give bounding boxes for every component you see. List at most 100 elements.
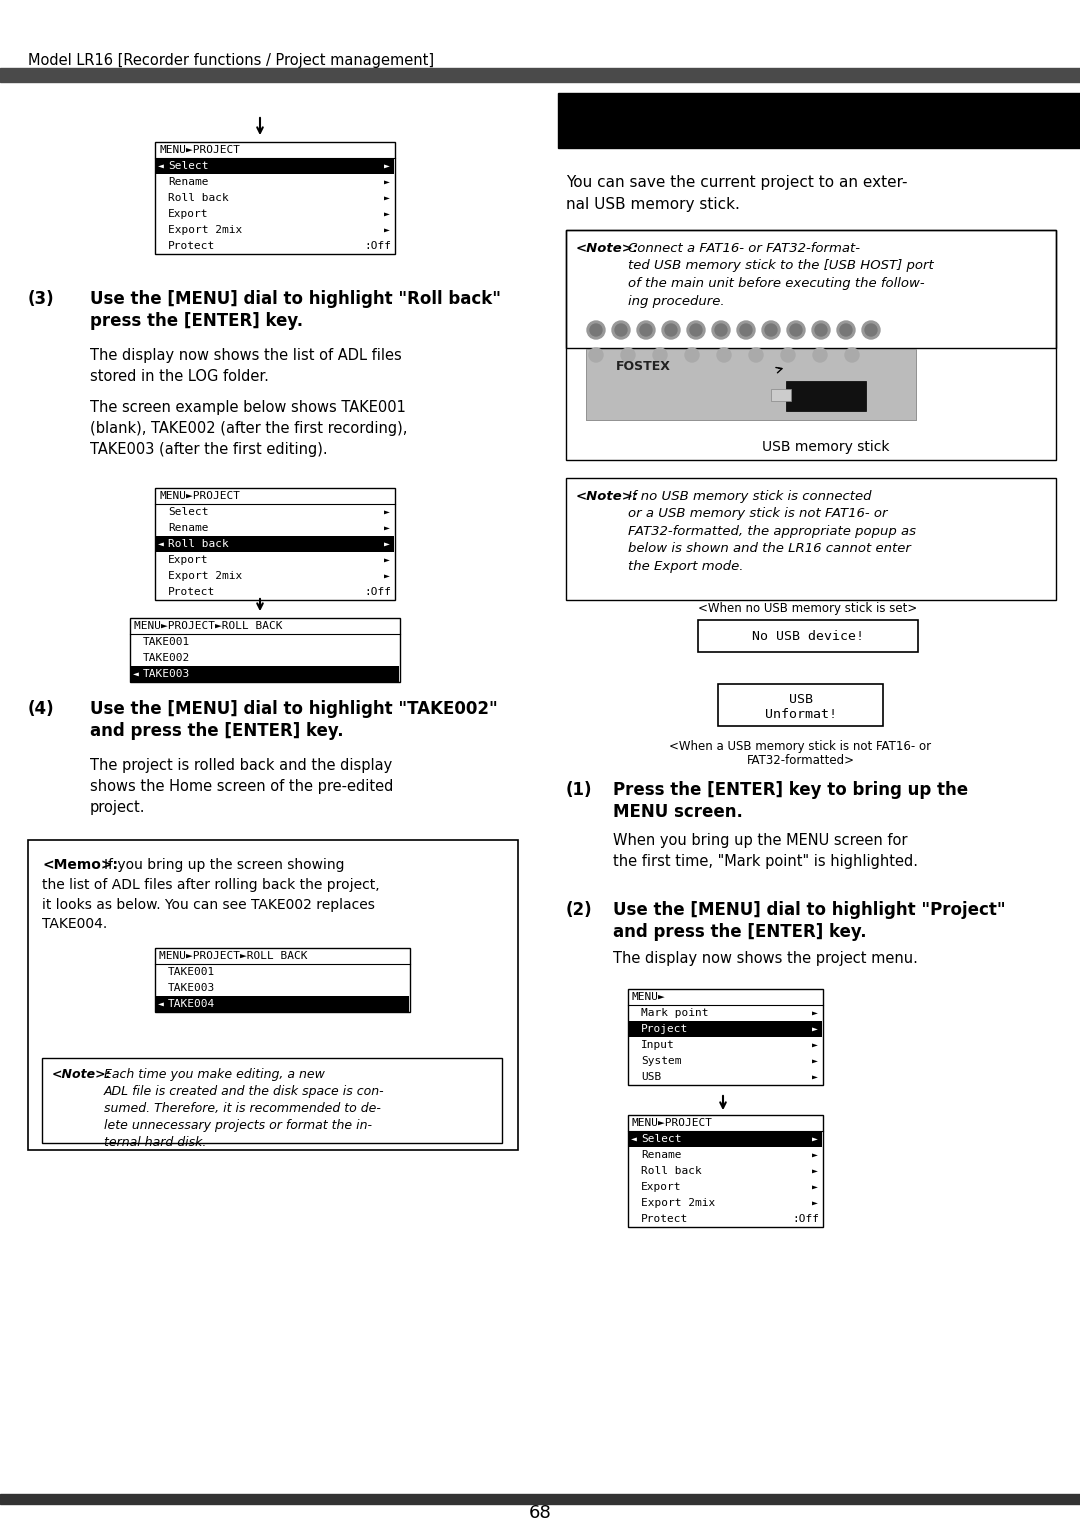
Text: FOSTEX: FOSTEX (616, 360, 671, 374)
Text: If no USB memory stick is connected
or a USB memory stick is not FAT16- or
FAT32: If no USB memory stick is connected or a… (627, 490, 916, 572)
Circle shape (662, 320, 680, 339)
Text: ►: ► (384, 555, 390, 565)
Bar (0, 69, 1080, 82)
Text: The project is rolled back and the display
shows the Home screen of the pre-edit: The project is rolled back and the displ… (90, 758, 393, 815)
Text: When you bring up the MENU screen for
the first time, "Mark point" is highlighte: When you bring up the MENU screen for th… (613, 833, 918, 868)
Text: TAKE003: TAKE003 (143, 668, 190, 679)
Circle shape (637, 320, 654, 339)
Text: ►: ► (812, 1024, 818, 1035)
Bar (586, 348, 916, 420)
Text: Export: Export (168, 555, 208, 565)
Text: Project: Project (642, 1024, 688, 1035)
Text: Protect: Protect (168, 241, 215, 250)
Text: ◄: ◄ (158, 539, 164, 549)
Text: ►: ► (384, 224, 390, 235)
Circle shape (737, 320, 755, 339)
Text: System: System (642, 1056, 681, 1067)
Text: MENU►PROJECT: MENU►PROJECT (159, 491, 240, 501)
Bar (698, 620, 918, 652)
Text: Use the [MENU] dial to highlight "TAKE002": Use the [MENU] dial to highlight "TAKE00… (90, 700, 498, 719)
Text: <Note>:: <Note>: (52, 1068, 111, 1080)
Bar (629, 1131, 822, 1148)
Text: ►: ► (384, 162, 390, 171)
Circle shape (653, 348, 667, 362)
Circle shape (865, 324, 877, 336)
Text: Rename: Rename (168, 177, 208, 188)
Circle shape (837, 320, 855, 339)
Text: If you bring up the screen showing: If you bring up the screen showing (104, 858, 345, 871)
Text: Unformat!: Unformat! (765, 708, 837, 720)
Text: USB memory stick: USB memory stick (762, 439, 890, 455)
Text: ►: ► (384, 177, 390, 188)
Text: Select: Select (168, 507, 208, 517)
Bar (786, 382, 866, 410)
Bar (156, 948, 410, 1012)
Text: Export: Export (168, 209, 208, 220)
Text: and press the [ENTER] key.: and press the [ENTER] key. (90, 722, 343, 740)
Bar (566, 230, 1056, 348)
Bar (156, 142, 395, 253)
Text: (3): (3) (28, 290, 55, 308)
Text: Input: Input (642, 1041, 675, 1050)
Text: Connect a FAT16- or FAT32-format-
ted USB memory stick to the [USB HOST] port
of: Connect a FAT16- or FAT32-format- ted US… (627, 243, 934, 308)
Text: Roll back: Roll back (168, 539, 229, 549)
Bar (156, 488, 395, 600)
Circle shape (715, 324, 727, 336)
Text: :Off: :Off (364, 241, 391, 250)
Bar (718, 684, 883, 726)
Text: ►: ► (812, 1183, 818, 1192)
Bar (627, 989, 823, 1085)
Text: FAT32-formatted>: FAT32-formatted> (746, 754, 854, 768)
Circle shape (750, 348, 762, 362)
Text: MENU screen.: MENU screen. (613, 803, 743, 821)
Circle shape (717, 348, 731, 362)
Text: USB: USB (788, 693, 812, 707)
Text: ►: ► (812, 1151, 818, 1160)
Text: Export 2mix: Export 2mix (642, 1198, 715, 1209)
Circle shape (612, 320, 630, 339)
Text: Press the [ENTER] key to bring up the: Press the [ENTER] key to bring up the (613, 781, 968, 800)
Text: ►: ► (812, 1134, 818, 1144)
Text: <When a USB memory stick is not FAT16- or: <When a USB memory stick is not FAT16- o… (670, 740, 932, 752)
Circle shape (815, 324, 827, 336)
Text: and press the [ENTER] key.: and press the [ENTER] key. (613, 923, 866, 942)
Circle shape (640, 324, 652, 336)
Text: ►: ► (812, 1056, 818, 1067)
Text: TAKE001: TAKE001 (143, 636, 190, 647)
Text: Select: Select (642, 1134, 681, 1144)
Text: Select: Select (168, 162, 208, 171)
Bar (156, 536, 394, 552)
Bar (28, 839, 518, 1151)
Bar (627, 1116, 823, 1227)
Text: Use the [MENU] dial to highlight "Roll back": Use the [MENU] dial to highlight "Roll b… (90, 290, 501, 308)
Text: Roll back: Roll back (168, 192, 229, 203)
Text: :Off: :Off (792, 1215, 819, 1224)
Text: ►: ► (384, 192, 390, 203)
Text: MENU►PROJECT: MENU►PROJECT (159, 145, 240, 156)
Text: (1): (1) (566, 781, 593, 800)
Bar (0, 1494, 1080, 1505)
Circle shape (589, 348, 603, 362)
Text: The display now shows the list of ADL files
stored in the LOG folder.: The display now shows the list of ADL fi… (90, 348, 402, 385)
Circle shape (813, 348, 827, 362)
Circle shape (712, 320, 730, 339)
Circle shape (590, 324, 602, 336)
Text: Rename: Rename (168, 523, 208, 533)
Text: Export 2mix: Export 2mix (168, 571, 242, 581)
Bar (586, 348, 916, 420)
Circle shape (687, 320, 705, 339)
Circle shape (787, 320, 805, 339)
Text: Model LR16 [Recorder functions / Project management]: Model LR16 [Recorder functions / Project… (28, 53, 434, 69)
Text: <Note>:: <Note>: (576, 243, 639, 255)
Text: MENU►: MENU► (632, 992, 665, 1003)
Text: ►: ► (812, 1071, 818, 1082)
Bar (629, 1021, 822, 1038)
Text: ►: ► (384, 523, 390, 533)
Text: Protect: Protect (168, 588, 215, 597)
Text: ►: ► (384, 571, 390, 581)
Bar (566, 230, 1056, 459)
Circle shape (781, 348, 795, 362)
Circle shape (588, 320, 605, 339)
Circle shape (665, 324, 677, 336)
Text: ◄: ◄ (158, 1000, 164, 1009)
